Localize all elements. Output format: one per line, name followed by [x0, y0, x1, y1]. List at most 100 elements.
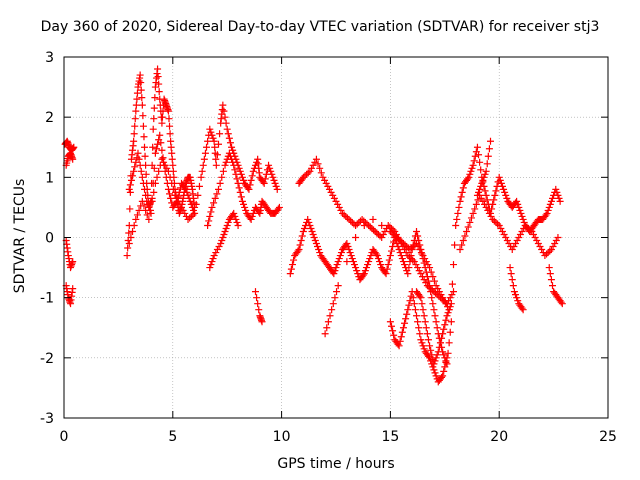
data-point-interp [429, 273, 437, 281]
data-point-interp [466, 170, 474, 178]
data-point-interp [297, 237, 305, 245]
data-point [545, 264, 553, 272]
data-point [515, 234, 523, 241]
data-point [547, 197, 555, 205]
data-point [473, 191, 481, 199]
data-point-interp [459, 184, 467, 192]
data-point [212, 161, 220, 169]
data-point-interp [436, 375, 444, 383]
data-point-interp [424, 261, 432, 269]
data-point-interp [481, 170, 489, 178]
data-point-interp [168, 155, 176, 163]
data-point [286, 270, 294, 278]
data-point-interp [466, 218, 474, 226]
data-point-interp [204, 137, 212, 145]
data-point-interp [533, 237, 541, 245]
data-point-interp [418, 273, 426, 281]
data-point-interp [150, 164, 158, 172]
data-point [167, 137, 175, 145]
y-tick-label: -2 [40, 351, 54, 367]
data-point [541, 252, 549, 260]
data-point-interp [557, 298, 565, 306]
data-point-interp [219, 234, 227, 241]
data-point [517, 209, 525, 217]
data-point [178, 203, 186, 211]
data-point [334, 282, 342, 290]
data-point-interp [316, 164, 324, 172]
data-point-interp [414, 232, 422, 240]
data-point-interp [348, 218, 356, 226]
data-point [371, 227, 379, 235]
data-point-interp [168, 149, 176, 157]
data-point [251, 288, 259, 296]
data-point-interp [158, 113, 166, 121]
data-point-interp [496, 176, 504, 184]
data-point [393, 234, 401, 241]
data-point-interp [398, 328, 406, 336]
data-point-interp [405, 264, 413, 272]
data-point-interp [180, 182, 188, 190]
data-point-interp [434, 285, 442, 293]
y-tick-label: 2 [45, 110, 54, 126]
data-point-interp [554, 191, 562, 199]
data-point-interp [222, 158, 230, 166]
data-point-interp [367, 252, 375, 260]
data-point-interp [463, 176, 471, 184]
x-tick-label: 0 [60, 429, 69, 445]
data-point-interp [513, 237, 521, 245]
data-point-interp [479, 197, 487, 205]
data-point-interp [421, 255, 429, 263]
data-point [439, 330, 447, 338]
data-point-interp [208, 131, 216, 139]
data-point-interp [183, 188, 191, 196]
data-point-interp [503, 237, 511, 245]
data-point [197, 173, 205, 181]
data-point-interp [188, 203, 196, 211]
data-point-interp [368, 224, 376, 232]
data-point-interp [135, 206, 143, 214]
data-point-interp [141, 185, 149, 193]
data-point-interp [503, 194, 511, 202]
data-point-interp [226, 152, 234, 160]
data-point [554, 234, 562, 241]
data-point-interp [467, 167, 475, 175]
data-point-interp [481, 200, 489, 208]
data-point-interp [353, 267, 361, 275]
data-point-interp [409, 256, 417, 264]
data-point-interp [153, 173, 161, 181]
data-point-interp [225, 134, 233, 142]
data-point-interp [237, 193, 245, 201]
data-point [495, 221, 503, 229]
data-point [134, 149, 142, 157]
data-point-interp [402, 249, 410, 257]
data-point-interp [151, 94, 159, 102]
data-point [556, 197, 564, 205]
data-point-interp [390, 230, 398, 238]
y-tick-label: -1 [40, 291, 54, 307]
data-point-interp [362, 264, 370, 272]
data-point-interp [334, 200, 342, 208]
data-point-interp [209, 134, 217, 142]
data-point-interp [372, 250, 380, 258]
data-point-interp [314, 243, 322, 251]
data-point-interp [221, 113, 229, 121]
data-point [406, 246, 414, 254]
data-point [419, 252, 427, 260]
data-point [339, 209, 347, 217]
data-point-interp [508, 276, 516, 284]
y-tick-label: 3 [45, 50, 54, 66]
data-point-interp [294, 247, 302, 255]
data-point [325, 185, 333, 193]
data-point-interp [412, 261, 420, 269]
data-point-interp [384, 261, 392, 269]
data-point-interp [471, 205, 479, 213]
data-point-interp [189, 211, 197, 219]
data-point-interp [255, 306, 263, 314]
data-point [434, 348, 442, 356]
data-point-interp [232, 170, 240, 178]
data-point-interp [549, 282, 557, 290]
data-point [352, 264, 360, 272]
data-point-interp [187, 212, 195, 220]
data-point-interp [440, 297, 448, 305]
data-point-interp [374, 255, 382, 263]
